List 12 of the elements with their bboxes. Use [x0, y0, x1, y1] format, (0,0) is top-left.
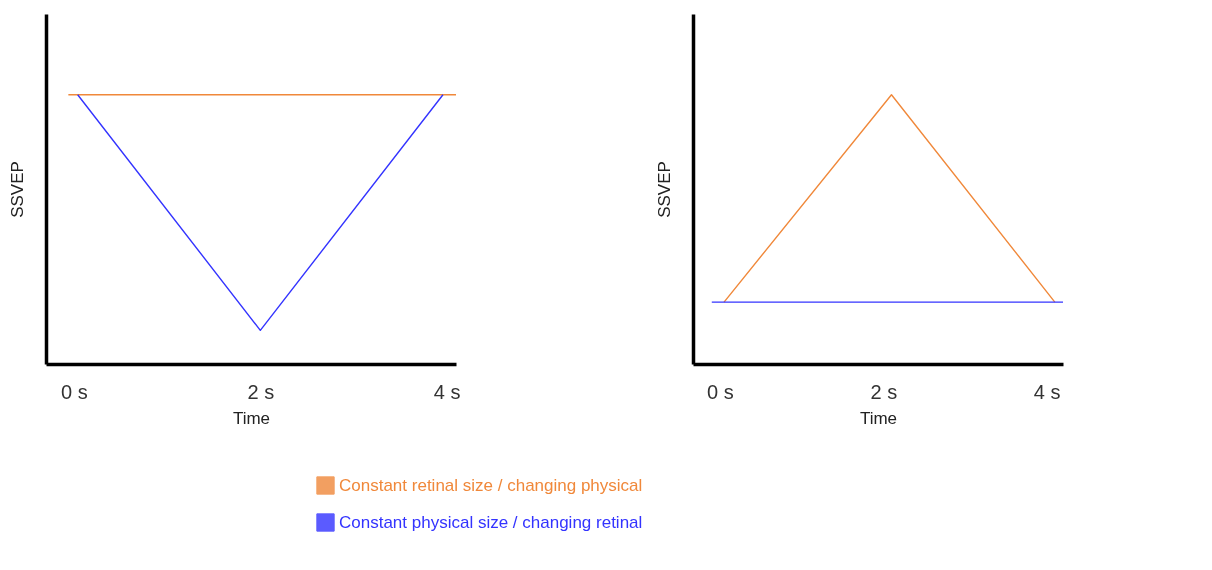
x-axis-title: Time	[859, 408, 898, 428]
x-tick-label: 2 s	[870, 380, 898, 403]
legend-label: Constant physical size / changing retinal	[339, 512, 643, 532]
y-axis-title: SSVEP	[654, 161, 674, 218]
legend-label: Constant retinal size / changing physical	[339, 475, 643, 495]
x-tick-label: 0 s	[707, 380, 734, 403]
x-axis-title: Time	[232, 408, 271, 428]
x-tick-label: 0 s	[61, 380, 88, 403]
x-tick-label: 4 s	[433, 380, 461, 403]
x-tick-label: 4 s	[1033, 380, 1061, 403]
x-tick-label: 2 s	[247, 380, 275, 403]
y-axis-title: SSVEP	[7, 161, 27, 218]
